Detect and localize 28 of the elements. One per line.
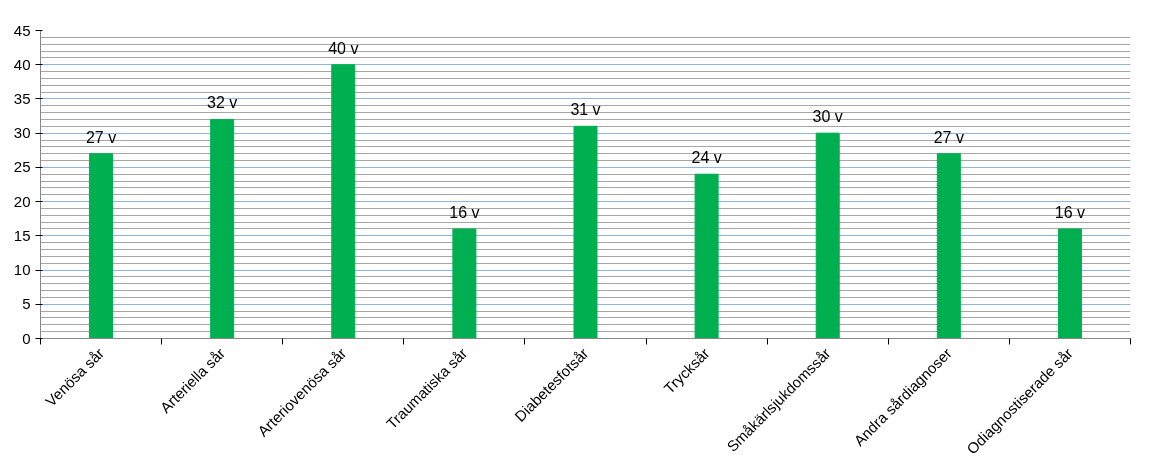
- data-label: 16 v: [449, 203, 480, 221]
- y-tick-label: 30: [13, 124, 31, 142]
- data-label: 27 v: [85, 128, 117, 146]
- y-tick-label: 10: [13, 261, 31, 279]
- data-label: 24 v: [691, 149, 722, 167]
- bar: [331, 64, 356, 339]
- bar: [815, 132, 840, 339]
- bar: [452, 228, 477, 339]
- bar: [573, 125, 598, 339]
- y-tick-label: 35: [13, 89, 31, 107]
- y-tick-label: 15: [13, 226, 31, 244]
- y-tick-label: 5: [22, 295, 31, 313]
- data-label: 32 v: [207, 94, 238, 112]
- data-label: 30 v: [812, 108, 843, 126]
- bar: [936, 153, 961, 339]
- bar: [210, 118, 235, 339]
- data-label: 16 v: [1054, 203, 1086, 221]
- y-tick-label: 20: [13, 192, 31, 210]
- y-tick-label: 0: [22, 329, 31, 347]
- data-label: 27 v: [933, 128, 964, 146]
- bar: [89, 153, 114, 339]
- bar: [694, 173, 719, 339]
- data-label: 31 v: [570, 101, 601, 119]
- data-label: 40 v: [328, 39, 359, 57]
- bar: [1057, 228, 1082, 339]
- y-tick-label: 40: [13, 55, 31, 73]
- y-tick-label: 25: [13, 158, 31, 176]
- y-tick-label: 45: [13, 21, 31, 39]
